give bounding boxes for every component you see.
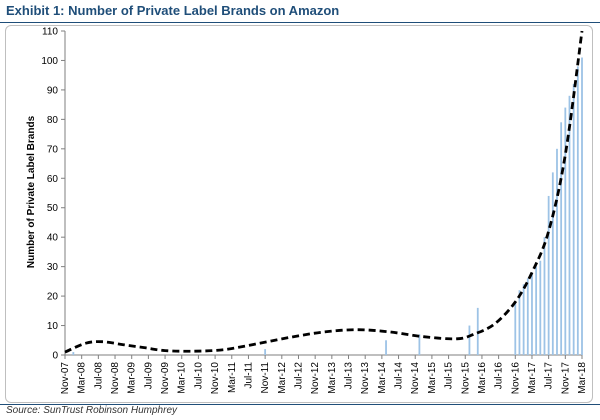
y-tick-label: 100 (41, 56, 58, 67)
y-tick-label: 30 (47, 262, 59, 273)
bar (560, 122, 563, 356)
bar (418, 334, 421, 355)
y-tick-label: 40 (47, 233, 59, 244)
source-note: Source: SunTrust Robinson Humphrey (6, 405, 178, 416)
x-tick-label: Mar-11 (227, 362, 238, 393)
x-tick-label: Nov-14 (410, 362, 421, 395)
x-tick-label: Mar-16 (477, 362, 488, 394)
x-tick-label: Jul-10 (193, 362, 204, 390)
y-tick-label: 90 (47, 85, 59, 96)
x-tick-label: Nov-10 (210, 362, 221, 395)
bar (539, 260, 542, 355)
chart-frame (5, 25, 593, 403)
y-axis-title: Number of Private Label Brands (26, 115, 37, 268)
x-tick-label: Jul-08 (93, 362, 104, 390)
x-tick-label: Jul-16 (494, 362, 505, 390)
bar (568, 95, 571, 356)
x-tick-label: Jul-09 (143, 362, 154, 390)
y-tick-label: 0 (52, 351, 58, 362)
bar (526, 278, 529, 355)
x-tick-label: Mar-13 (327, 362, 338, 394)
bar (581, 57, 583, 355)
x-tick-label: Nov-16 (510, 362, 521, 395)
x-tick-label: Mar-17 (527, 362, 538, 394)
bar (572, 84, 575, 355)
y-tick-label: 50 (47, 203, 59, 214)
x-tick-label: Jul-12 (293, 362, 304, 390)
bar (514, 301, 517, 355)
bar (547, 195, 550, 355)
bar (468, 325, 471, 355)
bar (535, 266, 538, 355)
x-tick-label: Mar-15 (427, 362, 438, 394)
x-tick-label: Mar-12 (277, 362, 288, 394)
footer-divider (0, 404, 600, 405)
bar (385, 340, 387, 355)
bar (556, 148, 558, 355)
bar-series (72, 57, 583, 356)
x-tick-label: Nov-08 (110, 362, 121, 395)
x-tick-label: Nov-15 (460, 362, 471, 395)
y-axis: 0 10 20 30 40 50 60 70 80 90 100 110 (41, 27, 66, 362)
x-tick-label: Jul-14 (394, 362, 405, 390)
x-tick-label: Jul-11 (243, 362, 254, 389)
y-tick-label: 110 (42, 27, 58, 38)
x-axis: Nov-07 Mar-08 Jul-08 Nov-08 Mar-09 Jul-09 Nov-… (60, 354, 588, 395)
y-tick-label: 10 (47, 321, 59, 332)
bar (522, 284, 525, 355)
bar (518, 290, 521, 355)
x-tick-label: Nov-07 (60, 362, 71, 395)
x-tick-label: Mar-18 (577, 362, 588, 394)
bar (264, 349, 267, 355)
x-tick-label: Nov-12 (310, 362, 321, 395)
chart-title: Exhibit 1: Number of Private Label Brand… (6, 3, 340, 18)
bar (543, 237, 546, 355)
bar (576, 66, 579, 355)
x-tick-label: Mar-09 (127, 362, 138, 394)
x-tick-label: Nov-17 (560, 362, 571, 395)
x-tick-label: Nov-09 (160, 362, 171, 395)
x-tick-label: Jul-15 (444, 362, 455, 390)
x-tick-label: Nov-13 (360, 362, 371, 395)
y-tick-label: 20 (47, 292, 59, 303)
x-tick-label: Nov-11 (260, 362, 271, 394)
bar (564, 107, 567, 355)
y-tick-label: 60 (47, 174, 59, 185)
x-tick-label: Mar-08 (77, 362, 88, 394)
x-tick-label: Mar-14 (377, 362, 388, 394)
title-divider (0, 22, 600, 23)
trend-line-series (64, 30, 584, 354)
trend-line (64, 30, 584, 354)
x-tick-label: Jul-13 (344, 362, 355, 390)
bar (531, 272, 533, 355)
x-tick-label: Jul-17 (544, 362, 555, 390)
y-tick-label: 70 (47, 144, 59, 155)
bar (551, 172, 554, 355)
bar (72, 352, 75, 355)
y-tick-label: 80 (47, 115, 59, 126)
x-tick-label: Mar-10 (177, 362, 188, 394)
